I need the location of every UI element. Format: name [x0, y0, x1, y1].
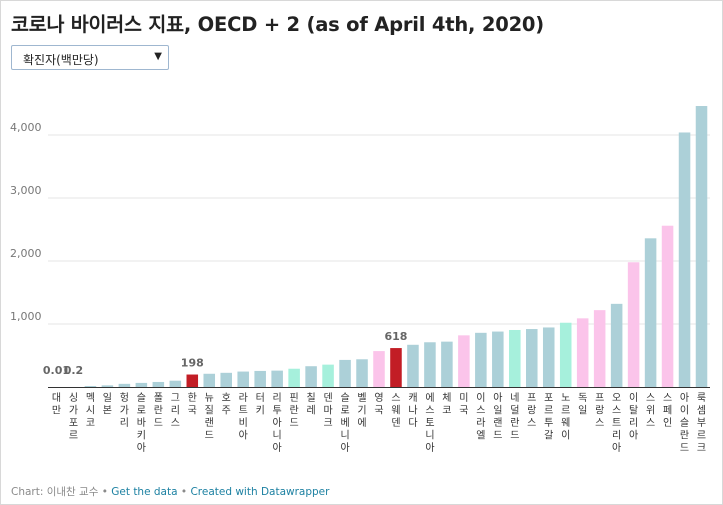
footer-credit: Chart: 이내찬 교수: [11, 486, 99, 498]
dropdown-selected-value: 확진자(백만당): [23, 53, 99, 67]
chevron-down-icon: ▼: [154, 51, 162, 62]
footer-separator: •: [101, 486, 108, 498]
bar: [593, 310, 606, 387]
bar: [390, 348, 402, 387]
bar: [407, 344, 419, 387]
bar: [576, 318, 589, 387]
y-tick-label: 2,000: [10, 247, 42, 260]
chart-title: 코로나 바이러스 지표, OECD + 2 (as of April 4th, …: [11, 13, 545, 36]
bar: [627, 262, 640, 387]
chart-footer: Chart: 이내찬 교수 • Get the data • Created w…: [11, 484, 329, 499]
bar: [373, 351, 385, 387]
bar: [186, 374, 199, 387]
data-label: 0.01: [43, 364, 70, 377]
bar: [101, 385, 114, 387]
bar: [322, 364, 334, 387]
y-tick-label: 1,000: [10, 310, 42, 323]
bar: [237, 371, 249, 387]
bar: [678, 132, 691, 387]
metric-dropdown[interactable]: 확진자(백만당) ▼: [11, 45, 169, 70]
bar: [475, 332, 487, 387]
bar: [84, 385, 97, 387]
bar: [610, 303, 623, 387]
bar: [118, 383, 131, 387]
footer-separator: •: [180, 486, 188, 498]
bar: [152, 381, 165, 387]
bar: [559, 322, 572, 387]
bar: [458, 335, 470, 387]
bar: [288, 368, 300, 387]
bar: [305, 366, 317, 387]
bar: [509, 329, 521, 387]
bar: [339, 359, 351, 387]
bar: [695, 106, 708, 388]
bar: [525, 329, 538, 387]
bar: [254, 370, 266, 387]
data-label: 618: [384, 330, 407, 343]
data-label: 0.2: [64, 364, 84, 377]
bar: [644, 238, 657, 387]
y-tick-label: 3,000: [10, 184, 42, 197]
y-tick-label: 4,000: [10, 121, 42, 134]
bar: [271, 370, 283, 387]
bar: [203, 373, 216, 387]
bar: [356, 359, 368, 387]
get-data-link[interactable]: Get the data: [111, 486, 178, 498]
bar: [220, 372, 233, 387]
bar: [441, 341, 453, 387]
data-label: 198: [181, 357, 204, 370]
datawrapper-link[interactable]: Created with Datawrapper: [190, 486, 330, 498]
bar: [135, 382, 148, 387]
bar: [169, 380, 182, 387]
bar: [542, 327, 555, 387]
bar: [661, 225, 674, 387]
bar: [492, 331, 504, 387]
bar: [424, 342, 436, 387]
